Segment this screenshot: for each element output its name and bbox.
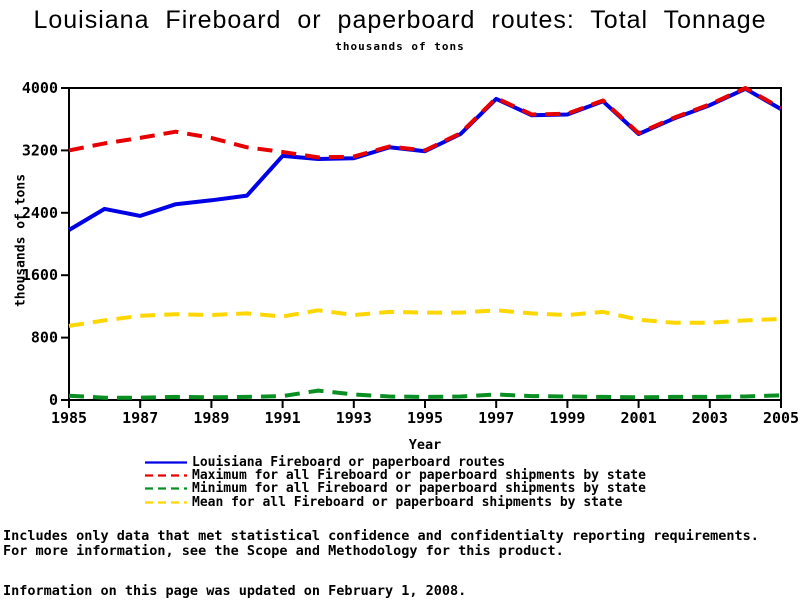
x-axis-label: Year <box>408 437 442 453</box>
chart-title: Louisiana Fireboard or paperboard routes… <box>33 6 767 34</box>
y-tick-label: 0 <box>49 391 58 409</box>
y-tick-label: 4000 <box>22 79 58 97</box>
series-line-1 <box>68 86 782 160</box>
x-tick-label: 1999 <box>549 409 585 427</box>
x-tick-label: 2001 <box>621 409 657 427</box>
y-tick-label: 800 <box>31 329 58 347</box>
x-tick-label: 1995 <box>407 409 443 427</box>
series-line-2 <box>68 388 782 400</box>
footnote-line-1: Includes only data that met statistical … <box>3 528 759 544</box>
y-tick-label: 3200 <box>22 141 58 159</box>
series-line-3 <box>68 308 782 328</box>
x-tick-label: 2003 <box>692 409 728 427</box>
chart-subtitle: thousands of tons <box>335 40 465 53</box>
legend-item-3: Mean for all Fireboard or paperboard shi… <box>145 496 646 509</box>
legend-label: Mean for all Fireboard or paperboard shi… <box>192 494 623 510</box>
plot-area: 0 800 1600 2400 3200 4000 1985 1987 1989 1991 1993… <box>22 79 799 427</box>
legend-label: Louisiana Fireboard or paperboard routes <box>192 455 506 471</box>
updated-date-line: Information on this page was updated on … <box>3 583 467 599</box>
footnote-block: Includes only data that met statistical … <box>3 529 759 559</box>
plot-frame <box>68 87 782 401</box>
legend-item-2: Minimum for all Fireboard or paperboard … <box>145 482 646 495</box>
y-tick-label: 1600 <box>22 266 58 284</box>
footnote-line-2: For more information, see the Scope and … <box>3 542 564 559</box>
legend-line-sample <box>145 474 187 477</box>
legend-line-sample <box>145 487 187 491</box>
legend-item-1: Maximum for all Fireboard or paperboard … <box>145 469 646 482</box>
series-line-0 <box>67 86 782 232</box>
legend-label: Maximum for all Fireboard or paperboard … <box>192 468 646 484</box>
x-tick-label: 1993 <box>336 409 372 427</box>
x-tick-label: 1991 <box>265 409 301 427</box>
x-tick-label: 2005 <box>763 409 799 427</box>
legend-item-0: Louisiana Fireboard or paperboard routes <box>145 456 646 469</box>
x-tick-label: 1985 <box>51 409 87 427</box>
legend-line-sample <box>145 461 187 464</box>
x-tick-label: 1997 <box>478 409 514 427</box>
x-tick-label: 1989 <box>193 409 229 427</box>
x-tick-label: 1987 <box>122 409 158 427</box>
legend-line-sample <box>145 501 187 504</box>
y-tick-label: 2400 <box>22 204 58 222</box>
legend-label: Minimum for all Fireboard or paperboard … <box>192 481 646 497</box>
legend: Louisiana Fireboard or paperboard routes… <box>145 456 646 509</box>
